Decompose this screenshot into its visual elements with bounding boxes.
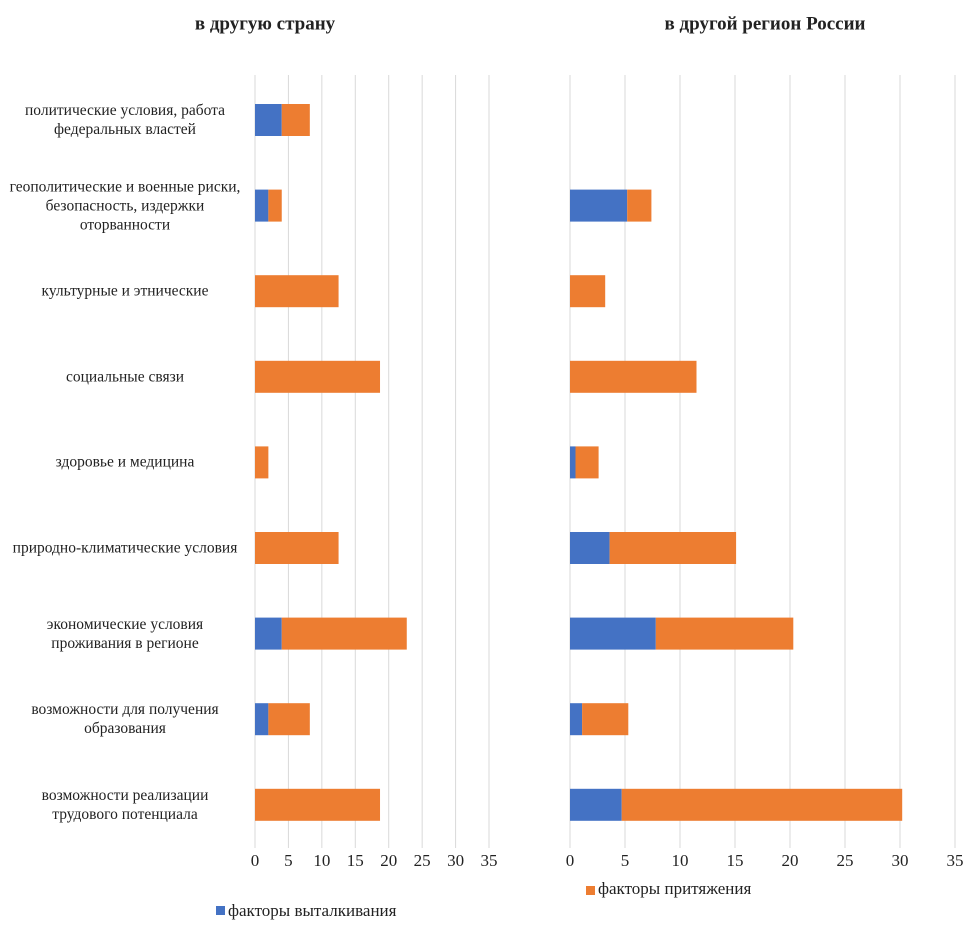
bar-segment: [609, 532, 737, 564]
bar-segment: [255, 189, 269, 222]
bar-segment: [255, 617, 282, 650]
x-tick-label: 5: [284, 851, 293, 870]
x-tick-label: 30: [447, 851, 464, 870]
bar-segment: [575, 446, 599, 479]
x-tick-label: 0: [251, 851, 260, 870]
legend-swatch: [216, 906, 225, 915]
bar-segment: [627, 189, 652, 222]
bar-segment: [281, 617, 407, 650]
x-tick-label: 20: [782, 851, 799, 870]
bar-segment: [570, 360, 697, 393]
bar-segment: [255, 360, 381, 393]
bar-segment: [570, 189, 628, 222]
bar-segment: [570, 446, 576, 479]
bar-segment: [570, 532, 610, 564]
x-tick-label: 10: [313, 851, 330, 870]
bar-segment: [268, 703, 310, 736]
bar-segment: [570, 703, 583, 736]
bar-segment: [570, 788, 622, 821]
chart-title: в другой регион России: [665, 13, 866, 34]
x-tick-label: 5: [621, 851, 630, 870]
legend-swatch: [586, 886, 595, 895]
bar-segment: [268, 189, 282, 222]
bar-segment: [582, 703, 629, 736]
bar-segment: [255, 788, 381, 821]
bar-segment: [255, 532, 339, 564]
chart-title: в другую страну: [195, 13, 336, 34]
y-tick-label: возможности реализации трудового потенци…: [41, 786, 209, 823]
y-tick-label: социальные связи: [65, 368, 185, 386]
legend-label: факторы притяжения: [598, 879, 751, 898]
x-tick-label: 35: [481, 851, 498, 870]
x-tick-label: 35: [947, 851, 964, 870]
bar-segment: [281, 104, 310, 136]
x-tick-label: 15: [727, 851, 744, 870]
bar-segment: [655, 617, 794, 650]
bar-segment: [255, 275, 339, 308]
y-tick-label: геополитические и военные риски, безопас…: [9, 178, 241, 234]
y-tick-label: политические условия, работа федеральных…: [25, 102, 225, 138]
y-tick-label: природно-климатические условия: [12, 539, 238, 557]
y-tick-label: возможности для получения образования: [31, 701, 219, 738]
x-tick-label: 30: [892, 851, 909, 870]
bar-segment: [255, 446, 269, 479]
legend-label: факторы выталкивания: [228, 901, 397, 920]
y-tick-label: экономические условия проживания в регио…: [46, 615, 204, 652]
x-tick-label: 15: [347, 851, 364, 870]
x-tick-label: 10: [672, 851, 689, 870]
x-tick-label: 0: [566, 851, 575, 870]
bar-segment: [255, 104, 282, 136]
bar-segment: [255, 703, 269, 736]
bar-segment: [621, 788, 903, 821]
x-tick-label: 20: [380, 851, 397, 870]
y-tick-label: культурные и этнические: [41, 282, 209, 300]
y-tick-label: здоровье и медицина: [55, 453, 195, 471]
x-tick-label: 25: [414, 851, 431, 870]
x-tick-label: 25: [837, 851, 854, 870]
bar-segment: [570, 617, 656, 650]
bar-segment: [570, 275, 606, 308]
